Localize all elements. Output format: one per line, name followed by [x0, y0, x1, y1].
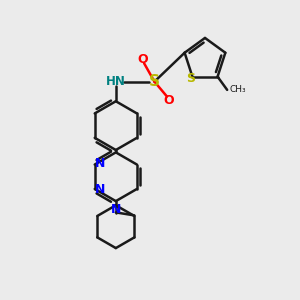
Text: S: S — [186, 72, 195, 85]
Text: S: S — [149, 74, 160, 89]
Text: O: O — [163, 94, 174, 106]
Text: CH₃: CH₃ — [230, 85, 246, 94]
Text: N: N — [95, 158, 105, 170]
Text: HN: HN — [106, 75, 126, 88]
Text: O: O — [137, 53, 148, 66]
Text: N: N — [111, 203, 121, 216]
Text: N: N — [95, 183, 105, 196]
